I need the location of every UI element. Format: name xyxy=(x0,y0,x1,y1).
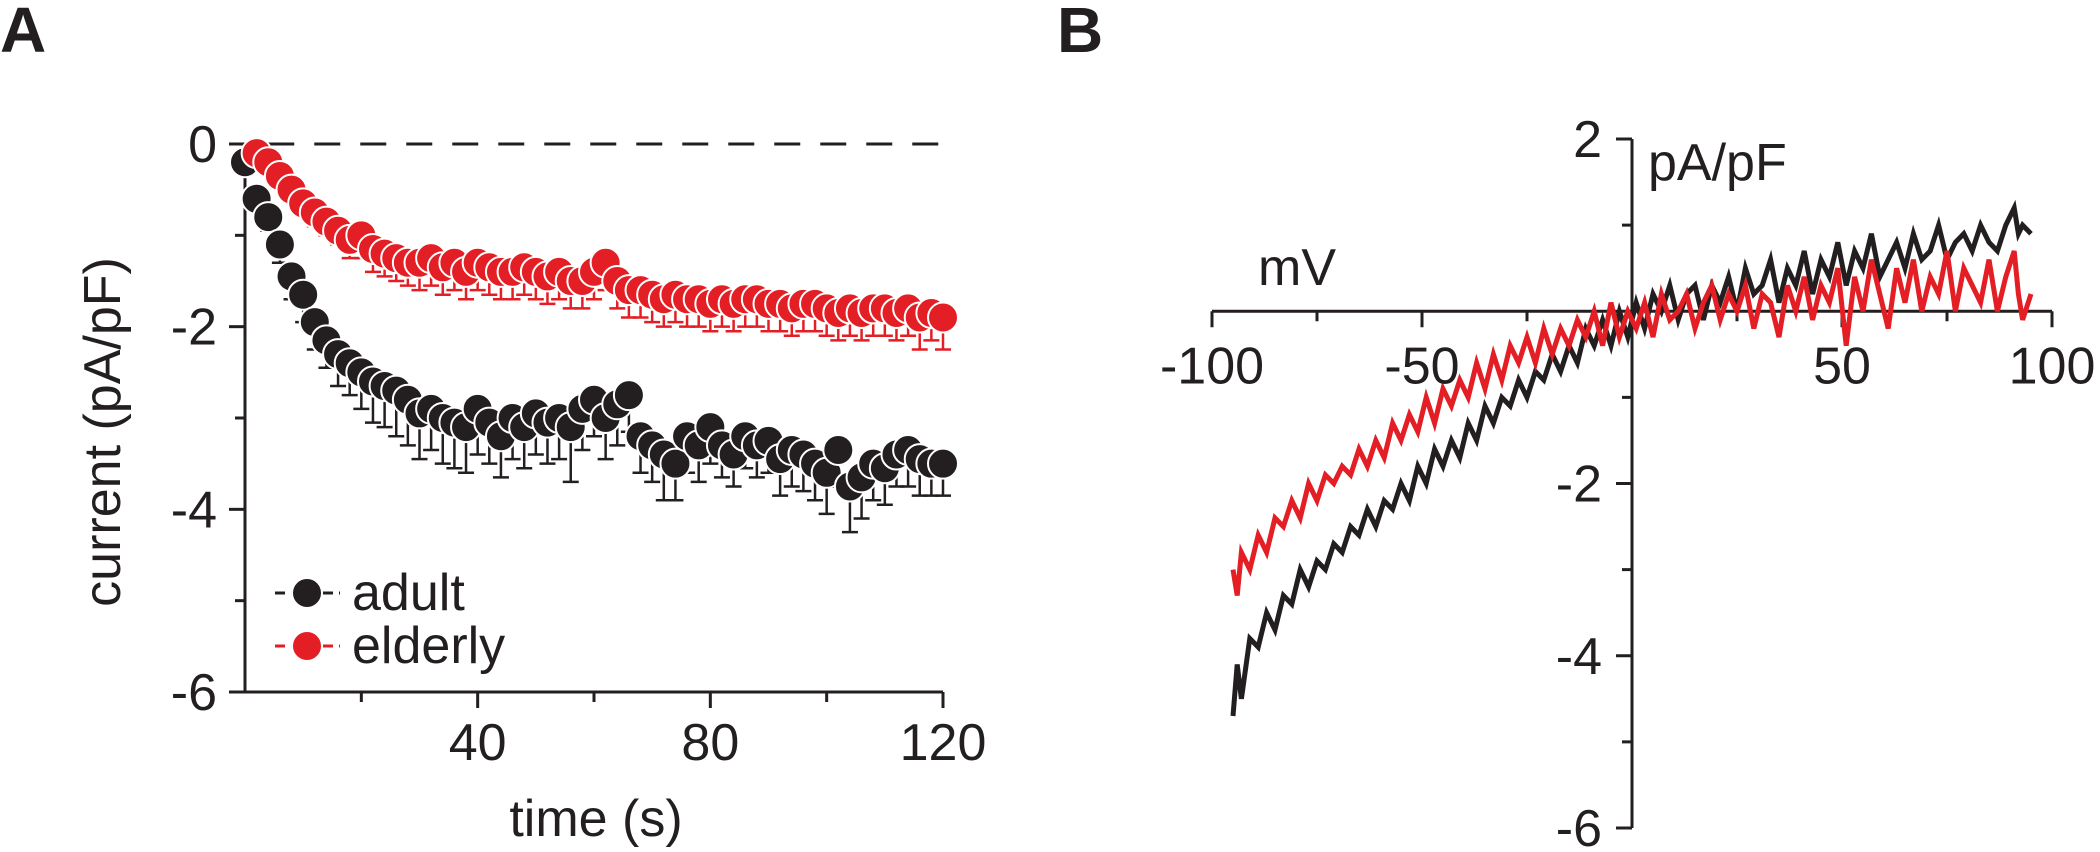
panel-letter-a: A xyxy=(0,0,46,66)
panel-a-y-axis-label: current (pA/pF) xyxy=(74,257,132,607)
panel-b-traces xyxy=(1230,199,2034,717)
panel-a-x-tick-label: 40 xyxy=(449,714,507,772)
panel-b-y-tick-label: -4 xyxy=(1556,628,1602,686)
panel-a-points xyxy=(229,137,959,503)
panel-a-legend: adult elderly xyxy=(275,564,505,675)
panel-b-x-axis-label: mV xyxy=(1258,239,1336,297)
panel-a-axes xyxy=(229,142,945,708)
panel-a-y-tick-label: -4 xyxy=(171,481,217,539)
panel-letter-b: B xyxy=(1057,0,1103,66)
trace-elderly xyxy=(1230,250,2034,596)
panel-b-y-tick-label: 2 xyxy=(1573,111,1602,169)
panel-a-x-tick-label: 80 xyxy=(681,714,739,772)
data-point-adult xyxy=(263,228,296,261)
legend-adult-label: adult xyxy=(352,564,465,622)
panel-a-tick-labels: 40 80 120 0 -2 -4 -6 xyxy=(171,116,987,772)
panel-b-x-tick-label: 50 xyxy=(1813,337,1871,395)
panel-b-x-tick-label: 100 xyxy=(2009,337,2096,395)
legend-elderly-marker xyxy=(291,630,323,662)
panel-b-chart: -100 -50 50 100 2 -2 -4 -6 mV pA/pF xyxy=(1160,111,2095,852)
panel-b-y-axis-label: pA/pF xyxy=(1648,134,1787,192)
panel-a-x-axis-label: time (s) xyxy=(509,790,682,848)
panel-b-y-tick-label: -2 xyxy=(1556,456,1602,514)
data-point-adult xyxy=(822,433,855,466)
legend-elderly-label: elderly xyxy=(352,617,505,675)
data-point-adult xyxy=(287,278,320,311)
panel-b-x-tick-label: -100 xyxy=(1160,337,1264,395)
data-point-adult xyxy=(252,201,285,234)
data-point-adult xyxy=(927,447,959,480)
panel-a-y-tick-label: 0 xyxy=(188,116,217,174)
data-point-adult xyxy=(659,447,692,480)
panel-b-axes xyxy=(1210,137,2054,830)
panel-b-tick-labels: -100 -50 50 100 2 -2 -4 -6 xyxy=(1160,111,2095,852)
panel-b-y-tick-label: -6 xyxy=(1556,800,1602,852)
legend-adult-marker xyxy=(291,577,323,609)
data-point-elderly xyxy=(927,301,959,334)
panel-a-x-tick-label: 120 xyxy=(900,714,987,772)
panel-a-y-tick-label: -6 xyxy=(171,664,217,722)
panel-a-y-tick-label: -2 xyxy=(171,299,217,357)
data-point-adult xyxy=(612,379,645,412)
panel-b-x-tick-label: -50 xyxy=(1384,337,1459,395)
